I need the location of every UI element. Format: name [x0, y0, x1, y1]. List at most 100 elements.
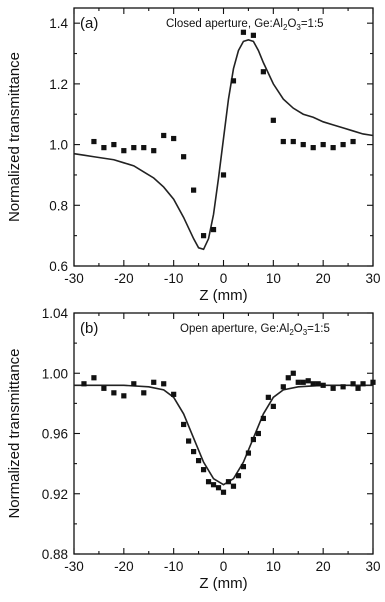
data-points-b — [81, 370, 376, 495]
data-point — [270, 403, 276, 409]
x-tick-label: -10 — [164, 271, 184, 286]
data-point — [91, 138, 97, 145]
annotation-a: Closed aperture, Ge:Al2O3=1:5 — [166, 18, 324, 32]
x-tick-label: 30 — [365, 271, 380, 286]
data-point — [330, 385, 336, 391]
y-tick-label: 1.04 — [42, 306, 69, 321]
data-point — [121, 148, 127, 154]
data-point — [151, 148, 157, 154]
data-point — [101, 385, 107, 391]
data-point — [171, 391, 177, 397]
data-point — [200, 233, 207, 239]
data-point — [370, 379, 376, 385]
y-tick-label: 0.92 — [42, 487, 68, 502]
y-tick-label: 0.88 — [42, 547, 68, 562]
data-point — [235, 473, 242, 479]
data-point — [310, 145, 316, 151]
y-axis-label-b: Normalized transmittance — [6, 348, 23, 518]
y-tick-label: 1.2 — [49, 77, 68, 92]
data-point — [240, 464, 247, 470]
data-point — [151, 379, 157, 385]
data-points-a — [91, 29, 356, 239]
panel-b: -30 -20 -10 0 10 20 30 0.88 0.92 0.96 1.00 1.04 (b… — [6, 306, 381, 592]
x-tick-label: 30 — [365, 559, 380, 574]
data-point — [191, 187, 197, 193]
annotation-b-sub1: 2 — [289, 328, 294, 337]
data-point — [255, 430, 261, 437]
data-point — [210, 482, 217, 488]
x-tick-labels-b: -30 -20 -10 0 10 20 30 — [64, 559, 380, 574]
x-tick-label: 10 — [266, 559, 281, 574]
data-point — [215, 485, 222, 491]
data-point — [225, 479, 232, 485]
y-axis-label-a: Normalized transmittance — [6, 52, 23, 222]
y-tick-label: 0.6 — [49, 259, 68, 274]
data-point — [295, 379, 301, 385]
data-point — [141, 390, 147, 396]
annotation-a-main: Closed aperture, Ge:Al — [166, 18, 283, 30]
data-point — [181, 421, 187, 428]
x-tick-label: -30 — [64, 559, 84, 574]
data-point — [161, 132, 167, 139]
fit-curve-a — [73, 39, 374, 251]
data-point — [240, 29, 247, 35]
x-tick-label: -20 — [114, 271, 134, 286]
panel-label-b: (b) — [80, 320, 98, 337]
annotation-b-sub2: 3 — [303, 328, 308, 337]
data-point — [111, 390, 117, 396]
y-tick-label: 1.4 — [49, 16, 68, 31]
x-tick-label: 20 — [316, 271, 331, 286]
data-point — [355, 385, 361, 391]
y-tick-label: 0.8 — [49, 198, 68, 213]
data-point — [131, 381, 137, 387]
x-axis-label-a: Z (mm) — [199, 287, 247, 304]
x-tick-label: -10 — [164, 559, 184, 574]
data-point — [260, 69, 266, 75]
data-point — [340, 141, 346, 148]
data-point — [186, 438, 192, 444]
data-point — [210, 226, 217, 233]
annotation-a-mid: O — [287, 18, 296, 30]
data-point — [245, 450, 252, 456]
data-point — [330, 145, 336, 151]
x-tick-labels-a: -30 -20 -10 0 10 20 30 — [64, 271, 380, 286]
data-point — [220, 172, 227, 178]
y-tick-label: 0.96 — [42, 427, 68, 442]
x-tick-label: 0 — [220, 559, 228, 574]
data-point — [265, 394, 271, 400]
data-point — [200, 467, 207, 473]
data-point — [310, 381, 316, 387]
data-point — [320, 382, 326, 388]
data-point — [230, 78, 237, 84]
data-point — [191, 448, 197, 455]
x-tick-label: 20 — [316, 559, 331, 574]
x-tick-label: 0 — [220, 271, 228, 286]
data-point — [141, 145, 147, 151]
annotation-a-sub2: 3 — [296, 23, 301, 32]
data-point — [280, 138, 286, 145]
panel-a: -30 -20 -10 0 10 20 30 0.6 0.8 1.0 1.2 1.4 (a) Clo… — [6, 7, 381, 304]
x-tick-label: -20 — [114, 559, 134, 574]
annotation-b-tail: =1:5 — [307, 323, 330, 335]
ticks-b — [73, 312, 374, 555]
data-point — [181, 154, 187, 160]
panel-label-a: (a) — [80, 15, 98, 32]
data-point — [305, 378, 311, 384]
annotation-a-sub1: 2 — [283, 23, 288, 32]
data-point — [300, 141, 306, 148]
data-point — [195, 458, 202, 464]
data-point — [290, 370, 296, 376]
data-point — [270, 117, 276, 123]
data-point — [81, 381, 87, 387]
y-tick-label: 1.00 — [42, 366, 68, 381]
annotation-b-mid: O — [294, 323, 303, 335]
data-point — [360, 381, 366, 387]
data-point — [230, 483, 237, 489]
annotation-a-tail: =1:5 — [301, 18, 324, 30]
data-point — [250, 32, 256, 38]
x-tick-label: 10 — [266, 271, 281, 286]
data-point — [161, 381, 167, 387]
data-point — [131, 145, 137, 151]
annotation-b: Open aperture, Ge:Al2O3=1:5 — [180, 323, 330, 337]
